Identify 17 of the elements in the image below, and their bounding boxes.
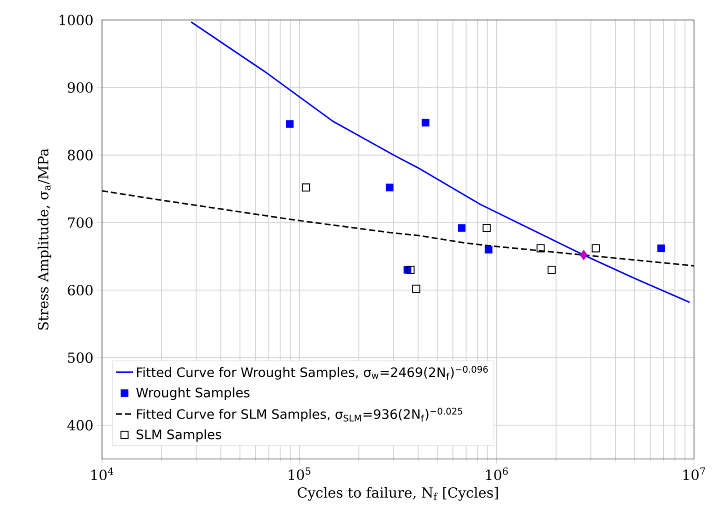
y-tick-label: 500 — [68, 352, 93, 363]
x-axis-title: Cycles to failure, N$_{f}$ [Cycles] — [298, 487, 498, 501]
y-tick-label: 1000 — [60, 14, 93, 26]
x-tick-label: 10$^{7}$ — [684, 468, 706, 480]
x-tick-label: 10$^{6}$ — [486, 468, 508, 480]
y-tick-label: 400 — [67, 420, 93, 430]
y-tick-label: 800 — [68, 150, 93, 160]
y-tick-label: 700 — [68, 217, 93, 228]
x-tick-label: 10$^{5}$ — [288, 468, 310, 480]
y-tick-label: 900 — [68, 82, 93, 93]
legend-label: Fitted Curve for SLM Samples, σ$_{SLM}$=936(2N$_{f}$)$^{−0.025}$ — [137, 408, 462, 422]
x-tick-label: 10$^{4}$ — [91, 468, 114, 480]
y-tick-label: 600 — [68, 284, 93, 296]
y-axis-title: Stress Amplitude, σ$_{a}$/MPa — [38, 148, 52, 330]
legend-label: Wrought Samples — [136, 387, 250, 400]
legend-label: SLM Samples — [136, 429, 222, 442]
legend-label: Fitted Curve for Wrought Samples, σ$_{w}$=2469(2N$_{f}$)$^{−0.096}$ — [137, 366, 488, 380]
